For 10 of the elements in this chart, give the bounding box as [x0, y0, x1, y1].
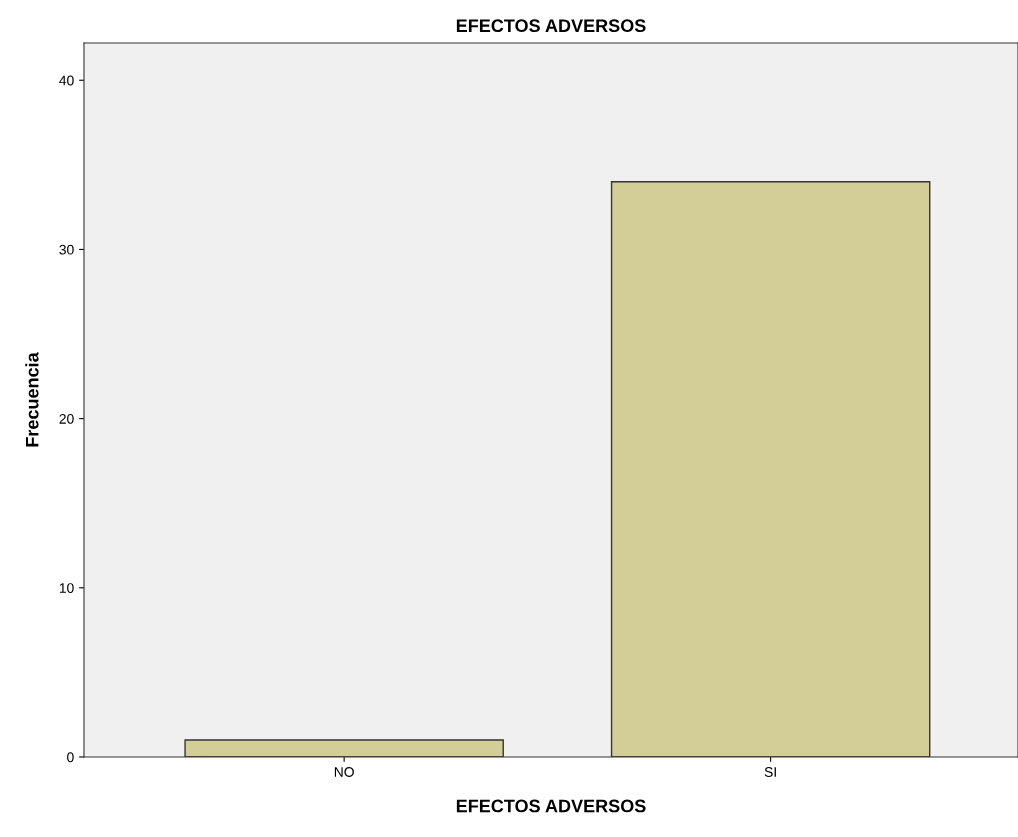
- chart-title: EFECTOS ADVERSOS: [456, 19, 646, 33]
- y-tick-label: 0: [67, 752, 74, 763]
- y-tick-label: 20: [59, 413, 74, 424]
- y-tick-label: 40: [59, 75, 74, 86]
- y-tick-label: 10: [59, 583, 74, 593]
- x-axis-title: EFECTOS ADVERSOS: [456, 799, 646, 813]
- y-tick-label: 30: [59, 244, 74, 255]
- x-tick-label: NO: [334, 767, 354, 777]
- y-axis-title: Frecuencia: [25, 352, 39, 447]
- x-tick-label: SI: [764, 767, 776, 777]
